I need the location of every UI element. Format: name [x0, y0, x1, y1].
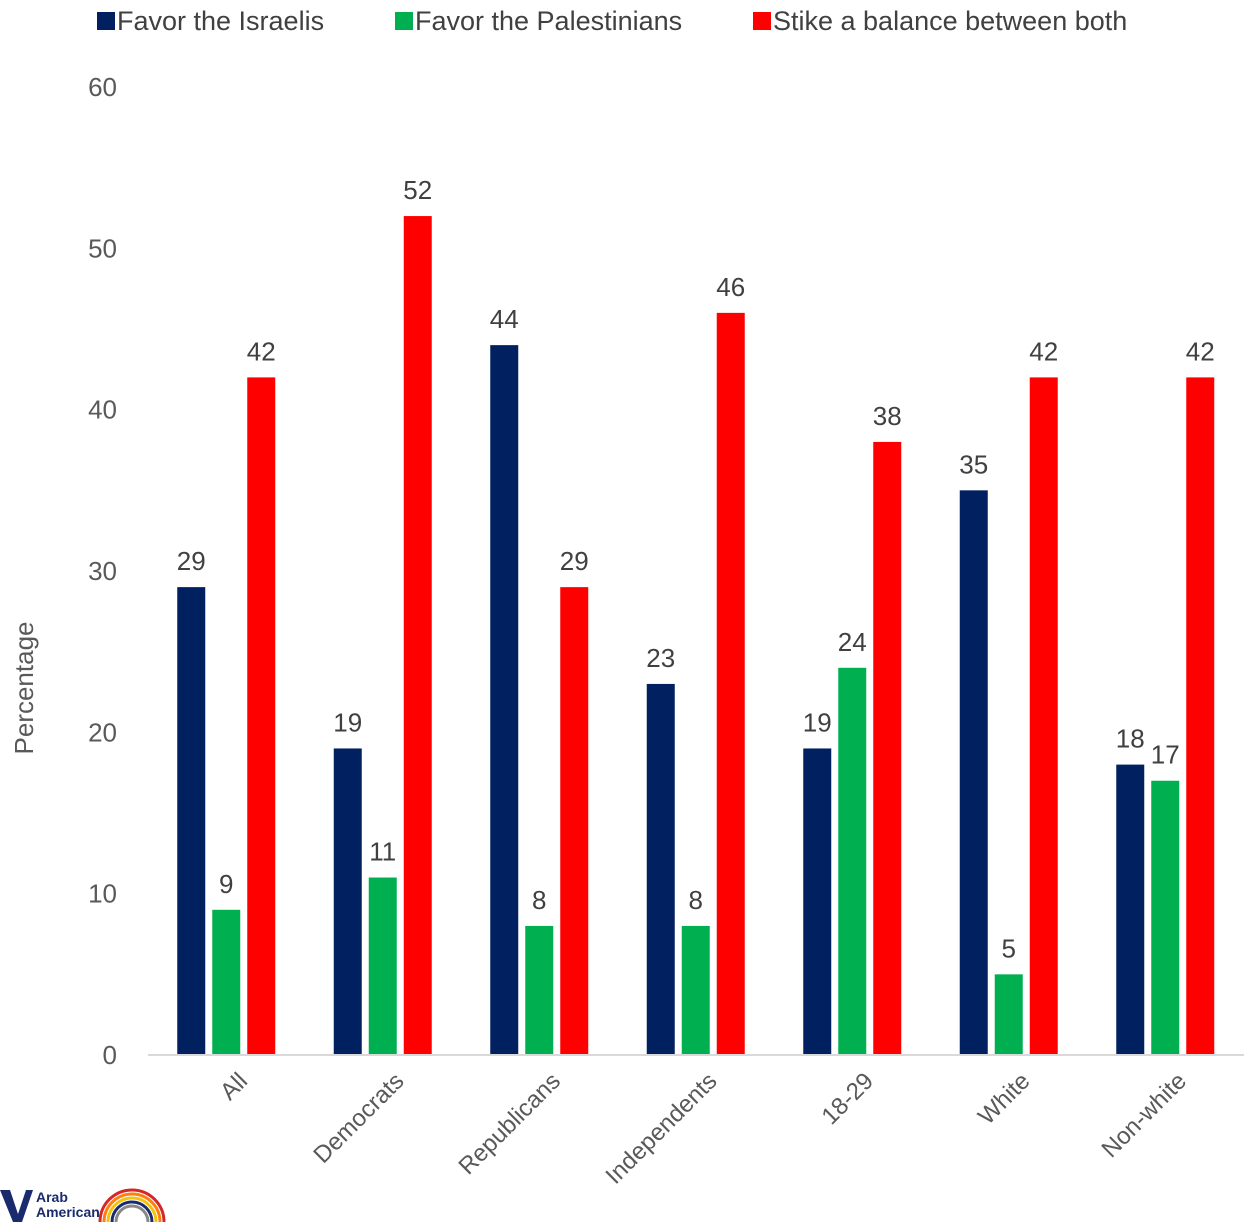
- bar: [803, 748, 832, 1055]
- data-label: 46: [716, 272, 745, 302]
- bar: [994, 974, 1023, 1055]
- data-label: 42: [247, 336, 276, 366]
- bar: [333, 748, 362, 1055]
- bar: [646, 683, 675, 1055]
- bar: [177, 587, 206, 1055]
- y-tick-label: 10: [88, 879, 117, 909]
- bar: [1116, 764, 1145, 1055]
- data-label: 9: [219, 869, 233, 899]
- bar: [1151, 780, 1180, 1055]
- y-tick-label: 20: [88, 717, 117, 747]
- logo-line-1: Arab: [36, 1189, 68, 1205]
- y-tick-label: 50: [88, 233, 117, 263]
- y-axis: 0 10 20 30 40 50 60: [88, 72, 117, 1070]
- category-label: White: [973, 1068, 1035, 1130]
- y-tick-label: 60: [88, 72, 117, 102]
- bar: [560, 587, 589, 1055]
- bar: [368, 877, 397, 1055]
- legend-swatch: [97, 12, 115, 30]
- y-axis-title: Percentage: [9, 622, 39, 755]
- data-label: 5: [1002, 933, 1016, 963]
- data-label: 8: [689, 885, 703, 915]
- logo-rainbow-icon: [98, 1188, 166, 1222]
- category-label: Non-white: [1096, 1068, 1191, 1163]
- data-label: 35: [959, 449, 988, 479]
- legend: Favor the Israelis Favor the Palestinians…: [97, 6, 1127, 36]
- y-tick-label: 0: [103, 1040, 117, 1070]
- bar: [403, 216, 432, 1056]
- y-tick-label: 30: [88, 556, 117, 586]
- x-axis: All Democrats Republicans Independents 18-29…: [215, 1068, 1192, 1190]
- bar: [681, 925, 710, 1055]
- y-tick-label: 40: [88, 395, 117, 425]
- data-label: 42: [1029, 336, 1058, 366]
- bar: [716, 312, 745, 1055]
- data-label: 8: [532, 885, 546, 915]
- data-label: 44: [490, 304, 519, 334]
- legend-item: Stike a balance between both: [753, 6, 1127, 36]
- legend-swatch: [395, 12, 413, 30]
- data-label: 18: [1116, 724, 1145, 754]
- logo-mark: [0, 1190, 33, 1222]
- bar: [525, 925, 554, 1055]
- legend-item: Favor the Palestinians: [395, 6, 682, 36]
- category-label: All: [215, 1068, 253, 1106]
- data-label: 42: [1186, 336, 1215, 366]
- bar: [1029, 377, 1058, 1055]
- bars: [177, 216, 1215, 1056]
- logo-line-2: American: [36, 1204, 100, 1220]
- data-label: 19: [333, 707, 362, 737]
- legend-item: Favor the Israelis: [97, 6, 324, 36]
- bar: [873, 441, 902, 1055]
- data-label: 29: [560, 546, 589, 576]
- data-label: 11: [369, 837, 396, 867]
- legend-label: Stike a balance between both: [773, 6, 1127, 36]
- data-label: 29: [177, 546, 206, 576]
- bar: [212, 909, 241, 1055]
- data-label: 38: [873, 401, 902, 431]
- data-label: 17: [1151, 740, 1180, 770]
- legend-swatch: [753, 12, 771, 30]
- data-label: 24: [838, 627, 867, 657]
- data-label: 52: [403, 175, 432, 205]
- legend-label: Favor the Palestinians: [415, 6, 682, 36]
- bar: [247, 377, 276, 1055]
- category-label: 18-29: [816, 1068, 879, 1131]
- data-label: 23: [646, 643, 675, 673]
- logo: Arab American: [0, 1188, 166, 1222]
- bar: [1186, 377, 1215, 1055]
- bar: [959, 490, 988, 1055]
- legend-label: Favor the Israelis: [117, 6, 324, 36]
- bar: [838, 667, 867, 1055]
- category-label: Democrats: [308, 1068, 409, 1169]
- bar: [490, 345, 519, 1056]
- data-label: 19: [803, 707, 832, 737]
- category-label: Republicans: [453, 1068, 565, 1180]
- category-label: Independents: [601, 1068, 723, 1190]
